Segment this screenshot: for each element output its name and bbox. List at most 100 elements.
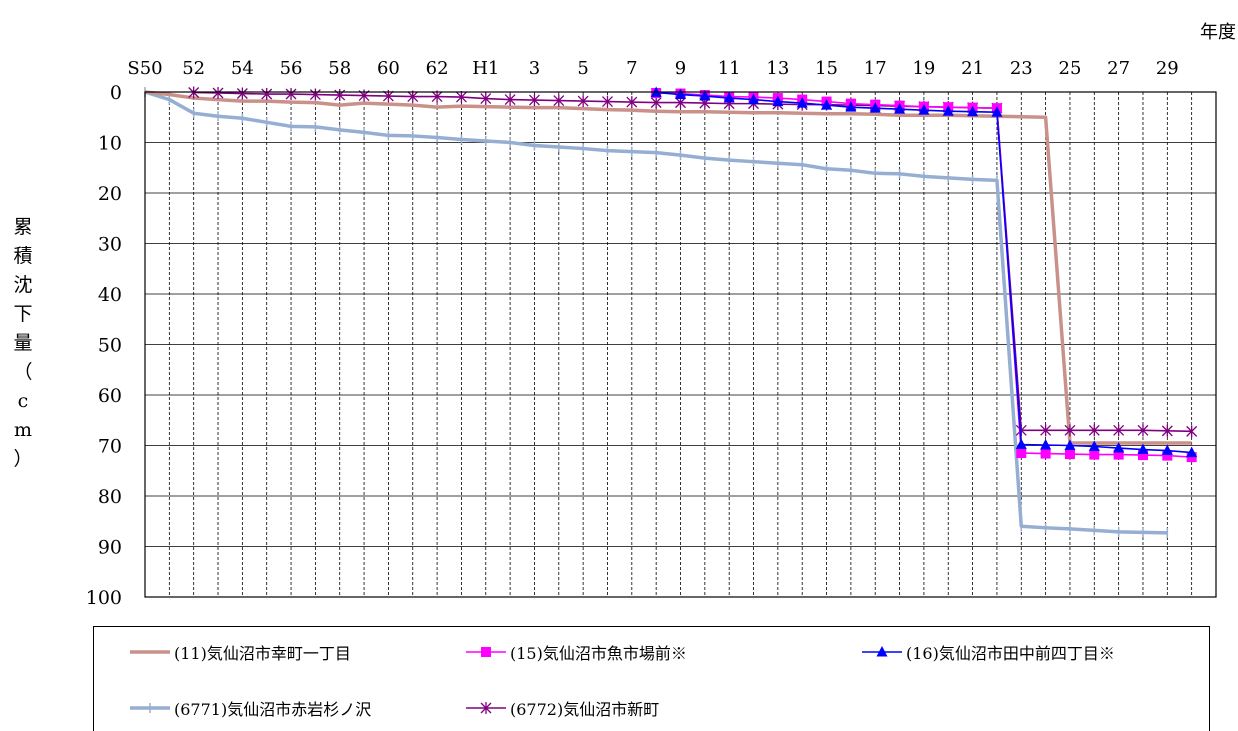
grid-lines — [145, 92, 1216, 597]
x-tick-label: 9 — [675, 58, 686, 79]
data-point-s4 — [1064, 424, 1076, 437]
y-tick-label: 10 — [98, 133, 122, 155]
y-axis-label: 累積沈下量（ c m） — [13, 216, 32, 470]
data-point-s2 — [1015, 438, 1027, 449]
x-tick-label: 29 — [1156, 58, 1179, 79]
x-tick-label: 54 — [231, 58, 254, 79]
data-point-s4 — [528, 94, 540, 107]
y-tick-label: 70 — [98, 436, 122, 458]
data-point-s4 — [1186, 425, 1198, 438]
y-tick-label: 50 — [98, 335, 122, 357]
legend-line-s2 — [862, 646, 902, 657]
data-point-s4 — [626, 96, 638, 109]
legend-label-s0: (11)気仙沼市幸町一丁目 — [174, 644, 351, 663]
chart-svg: 0 10 20 30 40 50 60 70 80 90 100 S50 52 54 56 58 60 62 H1… — [13, 22, 1236, 609]
legend-marker — [480, 702, 492, 714]
legend-marker — [876, 646, 888, 657]
data-point-s2 — [821, 99, 833, 110]
data-point-s2 — [967, 105, 979, 117]
y-tick-label: 100 — [86, 587, 122, 609]
data-point-s4 — [236, 87, 248, 100]
x-tick-label: 7 — [626, 58, 637, 79]
x-tick-label: 27 — [1107, 58, 1130, 79]
x-tick-label: H1 — [472, 58, 499, 79]
legend-line-s3 — [130, 703, 170, 713]
series-layer — [144, 86, 1198, 538]
series-s0 — [144, 90, 1192, 445]
x-tick-label: 52 — [182, 58, 205, 79]
data-point-s2 — [918, 104, 930, 115]
legend-label-s2: (16)気仙沼市田中前四丁目※ — [906, 644, 1115, 663]
data-point-s2 — [748, 93, 760, 105]
data-point-s4 — [1137, 424, 1149, 437]
data-point-s2 — [1137, 443, 1149, 455]
data-point-s4 — [212, 87, 224, 100]
data-point-s2 — [942, 105, 954, 116]
data-point-s1 — [1113, 449, 1124, 460]
legend-label-s4: (6772)気仙沼市新町 — [510, 700, 660, 719]
x-tick-label: 11 — [718, 58, 741, 79]
data-point-s2 — [1186, 446, 1198, 458]
data-point-s2 — [796, 97, 808, 108]
legend-item-s1: (15)気仙沼市魚市場前※ — [464, 641, 687, 663]
x-tick-label: 25 — [1059, 58, 1082, 79]
legend-item-s4: (6772)気仙沼市新町 — [464, 697, 659, 719]
legend-line-s0 — [130, 650, 170, 654]
x-tick-label: 56 — [280, 58, 303, 79]
data-point-s2 — [845, 101, 857, 112]
y-tick-label: 0 — [110, 82, 122, 104]
data-point-s4 — [285, 88, 297, 101]
legend-line-s4 — [466, 702, 506, 714]
data-point-s1 — [1040, 448, 1051, 459]
x-tick-label: S50 — [127, 58, 162, 79]
y-tick-label: 20 — [98, 183, 122, 205]
data-point-s4 — [504, 93, 516, 106]
y-tick-label: 80 — [98, 486, 122, 508]
legend-line-s1 — [466, 647, 506, 657]
data-point-s2 — [772, 95, 784, 107]
data-point-s2 — [1064, 439, 1076, 450]
data-point-s2 — [675, 88, 686, 100]
series-s2 — [650, 86, 1198, 458]
series-line-s0 — [144, 90, 1192, 445]
x-tick-label: 62 — [426, 58, 449, 79]
plot-area-frame — [144, 91, 1217, 598]
data-point-s4 — [1113, 424, 1125, 437]
x-tick-labels: S50 52 54 56 58 60 62 H1 3 5 7 9 11 13 15 17 19 21 23 25 27 2… — [127, 58, 1178, 79]
y-tick-label: 60 — [98, 385, 122, 407]
data-point-s1 — [1016, 448, 1027, 459]
data-point-s1 — [1089, 449, 1100, 460]
data-point-s2 — [1161, 444, 1173, 456]
y-tick-label: 90 — [98, 537, 122, 559]
data-point-s4 — [455, 91, 467, 104]
data-point-s4 — [1040, 424, 1052, 437]
series-line-s4 — [193, 91, 1192, 433]
data-point-s1 — [1137, 450, 1148, 461]
data-point-s4 — [553, 94, 565, 107]
data-point-s4 — [577, 95, 589, 108]
data-point-s2 — [894, 103, 906, 114]
data-point-s2 — [869, 102, 881, 113]
legend-marker — [481, 647, 491, 657]
series-s3 — [144, 87, 1169, 538]
data-point-s2 — [991, 106, 1003, 117]
data-point-s2 — [1113, 442, 1125, 453]
data-point-s4 — [650, 96, 662, 109]
x-tick-label: 3 — [529, 58, 540, 79]
x-tick-label: 21 — [961, 58, 984, 79]
x-tick-label: 58 — [328, 58, 351, 79]
legend-label-s1: (15)気仙沼市魚市場前※ — [510, 644, 687, 663]
data-point-s4 — [1161, 424, 1173, 437]
x-tick-label: 5 — [577, 58, 588, 79]
x-tick-label: 19 — [912, 58, 935, 79]
x-tick-label: 13 — [766, 58, 789, 79]
data-point-s1 — [1064, 449, 1075, 460]
data-point-s4 — [1088, 424, 1100, 437]
legend: (11)気仙沼市幸町一丁目 (15)気仙沼市魚市場前※ (16)気仙沼市田中前四… — [93, 626, 1210, 731]
data-point-s4 — [602, 95, 613, 108]
data-point-s4 — [309, 88, 321, 101]
x-axis-unit: 年度 — [1200, 22, 1236, 43]
data-point-s2 — [723, 92, 735, 103]
data-point-s4 — [261, 88, 273, 101]
data-point-s1 — [1186, 452, 1197, 463]
